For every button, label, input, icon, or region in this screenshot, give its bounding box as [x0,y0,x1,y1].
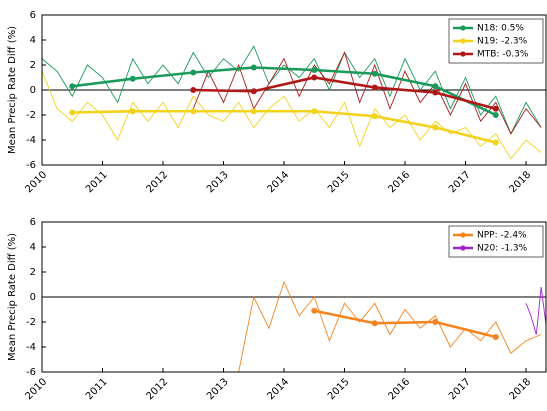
y-axis-label: Mean Precip Rate Diff (%) [7,26,18,154]
annual-point [492,139,499,146]
annual-point [129,108,136,115]
annual-point [250,88,257,95]
y-tick-label: 2 [30,60,36,71]
y-tick-label: 2 [30,267,36,278]
annual-point [311,74,318,81]
x-tick-label: 2015 [326,169,352,195]
annual-point [492,112,499,118]
legend: NPP: -2.4% N20: -1.3% [448,225,544,258]
y-tick-label: -4 [26,342,36,353]
x-tick-label: 2011 [84,376,110,402]
x-tick-label: 2012 [144,376,170,402]
legend: N18: 0.5% N19: -2.3% MTB: -0.3% [448,18,544,64]
y-tick-label: -2 [26,110,36,121]
annual-point [432,89,439,96]
annual-point [492,105,499,112]
annual-line [72,109,497,144]
annual-point [190,69,197,76]
x-tick-label: 2016 [386,376,412,402]
monthly-line [42,71,542,160]
annual-point [250,64,257,71]
y-tick-label: 6 [30,10,36,21]
annual-point [69,109,76,116]
x-tick-label: 2010 [23,169,49,195]
plot-area [42,45,546,160]
y-tick-label: -6 [26,367,36,378]
legend-label: NPP: -2.4% [477,231,527,241]
x-tick-label: 2015 [326,376,352,402]
x-tick-label: 2016 [386,169,412,195]
plot-frame [41,14,547,166]
annual-line [72,66,497,117]
x-tick-label: 2010 [23,376,49,402]
annual-point [371,70,378,77]
annual-point [250,108,257,115]
annual-point [432,83,439,90]
plot-frame [41,221,547,373]
x-tick-label: 2013 [205,376,231,402]
annual-point [432,319,439,325]
annual-point [69,83,76,90]
y-tick-label: 6 [30,217,36,228]
x-tick-label: 2018 [508,169,534,195]
legend-marker [460,25,466,31]
y-axis-label: Mean Precip Rate Diff (%) [7,233,18,361]
annual-point [129,75,136,82]
monthly-line [192,51,542,135]
legend-label: N20: -1.3% [477,244,528,254]
x-tick-label: 2017 [447,376,473,402]
y-tick-label: -4 [26,135,36,146]
legend-label: N19: -2.3% [477,37,528,47]
annual-point [371,320,378,327]
annual-point [311,108,318,115]
annual-point [311,307,318,314]
legend-marker [460,245,466,251]
legend-label: N18: 0.5% [477,24,524,34]
x-tick-label: 2018 [508,376,534,402]
annual-line [314,309,497,339]
legend-label: MTB: -0.3% [477,50,529,60]
annual-point [432,124,439,131]
x-tick-label: 2014 [265,169,291,195]
annual-point [190,87,197,93]
y-tick-label: 0 [30,292,36,303]
annual-point [311,67,318,73]
legend-box [448,225,544,258]
annual-line [193,76,497,111]
y-tick-label: -6 [26,160,36,171]
x-tick-label: 2017 [447,169,473,195]
annual-point [492,334,499,340]
y-tick-label: 0 [30,85,36,96]
x-tick-label: 2011 [84,169,110,195]
annual-point [371,113,378,120]
legend-marker [460,51,466,57]
monthly-line [238,280,542,372]
annual-point [190,108,197,115]
monthly-line [525,286,546,335]
y-tick-label: 4 [30,242,36,253]
annual-point [371,84,378,91]
legend-marker [460,232,466,238]
x-tick-label: 2014 [265,376,291,402]
y-tick-label: -2 [26,317,36,328]
legend-marker [460,38,466,44]
x-tick-label: 2013 [205,169,231,195]
x-tick-label: 2012 [144,169,170,195]
y-tick-label: 4 [30,35,36,46]
plot-area [42,280,546,372]
